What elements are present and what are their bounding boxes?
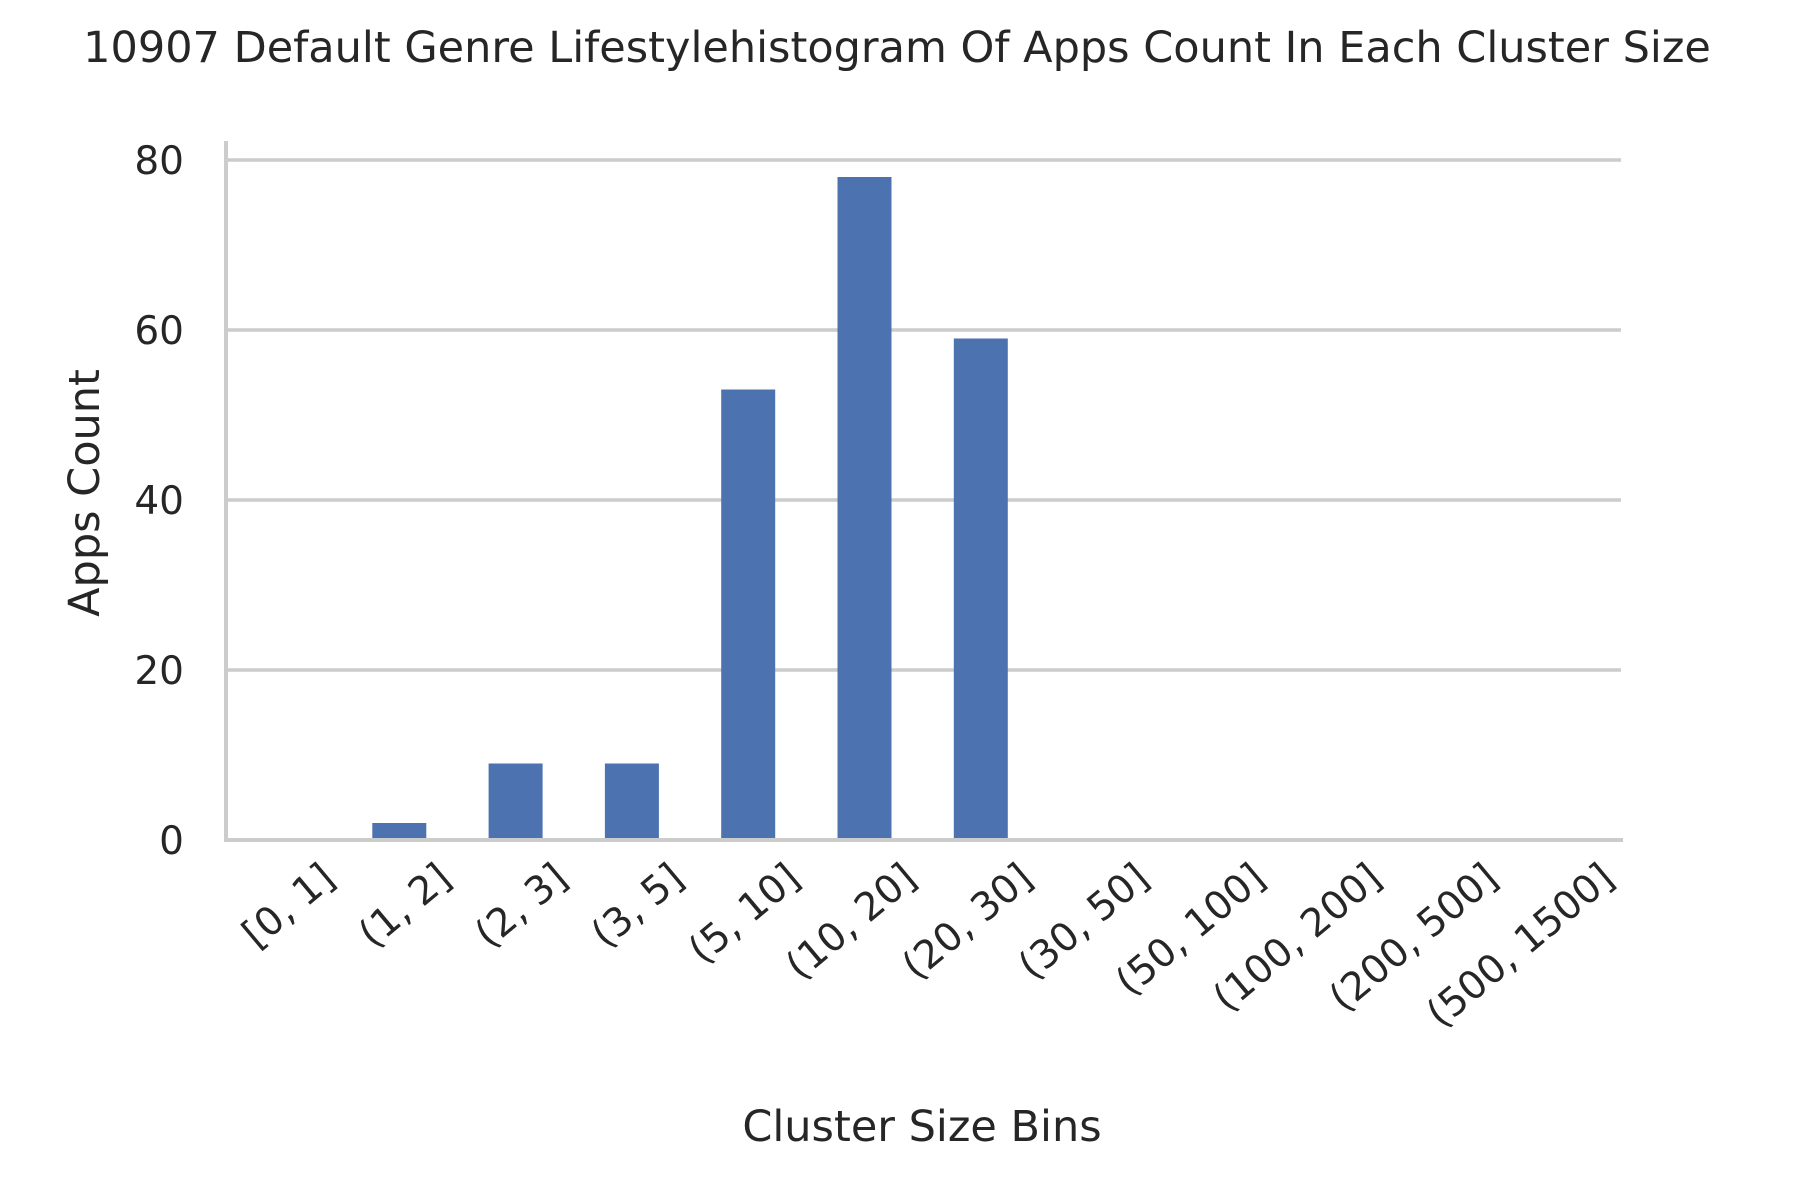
- x-tick-label-0: [0, 1]: [234, 855, 343, 957]
- y-tick-label-60: 60: [134, 309, 184, 354]
- y-tick-labels: 0 20 40 60 80: [134, 139, 184, 864]
- x-tick-label-2: (2, 3]: [467, 855, 576, 957]
- y-tick-label-80: 80: [134, 139, 184, 184]
- x-tick-label-3: (3, 5]: [583, 855, 692, 957]
- x-tick-label-1: (1, 2]: [350, 855, 459, 957]
- x-tick-label-6: (20, 30]: [894, 855, 1041, 989]
- bar-3: [604, 763, 659, 840]
- gridlines: [226, 158, 1621, 672]
- bar-4: [721, 389, 776, 840]
- y-tick-label-40: 40: [134, 479, 184, 524]
- x-tick-labels: [0, 1] (1, 2] (2, 3] (3, 5](5, 10](10, 20](…: [234, 855, 1623, 1037]
- y-axis-label: Apps Count: [60, 369, 110, 617]
- bar-6: [953, 338, 1008, 840]
- axis-spines: [224, 141, 1623, 842]
- y-tick-label-0: 0: [159, 819, 184, 864]
- chart-title: 10907 Default Genre Lifestylehistogram O…: [83, 23, 1711, 73]
- bar-5: [837, 177, 892, 840]
- x-axis-label: Cluster Size Bins: [742, 1102, 1101, 1152]
- x-tick-label-5: (10, 20]: [778, 855, 925, 989]
- bars: [372, 177, 1008, 840]
- y-tick-label-20: 20: [134, 649, 184, 694]
- bar-2: [488, 763, 543, 840]
- bar-1: [372, 823, 427, 840]
